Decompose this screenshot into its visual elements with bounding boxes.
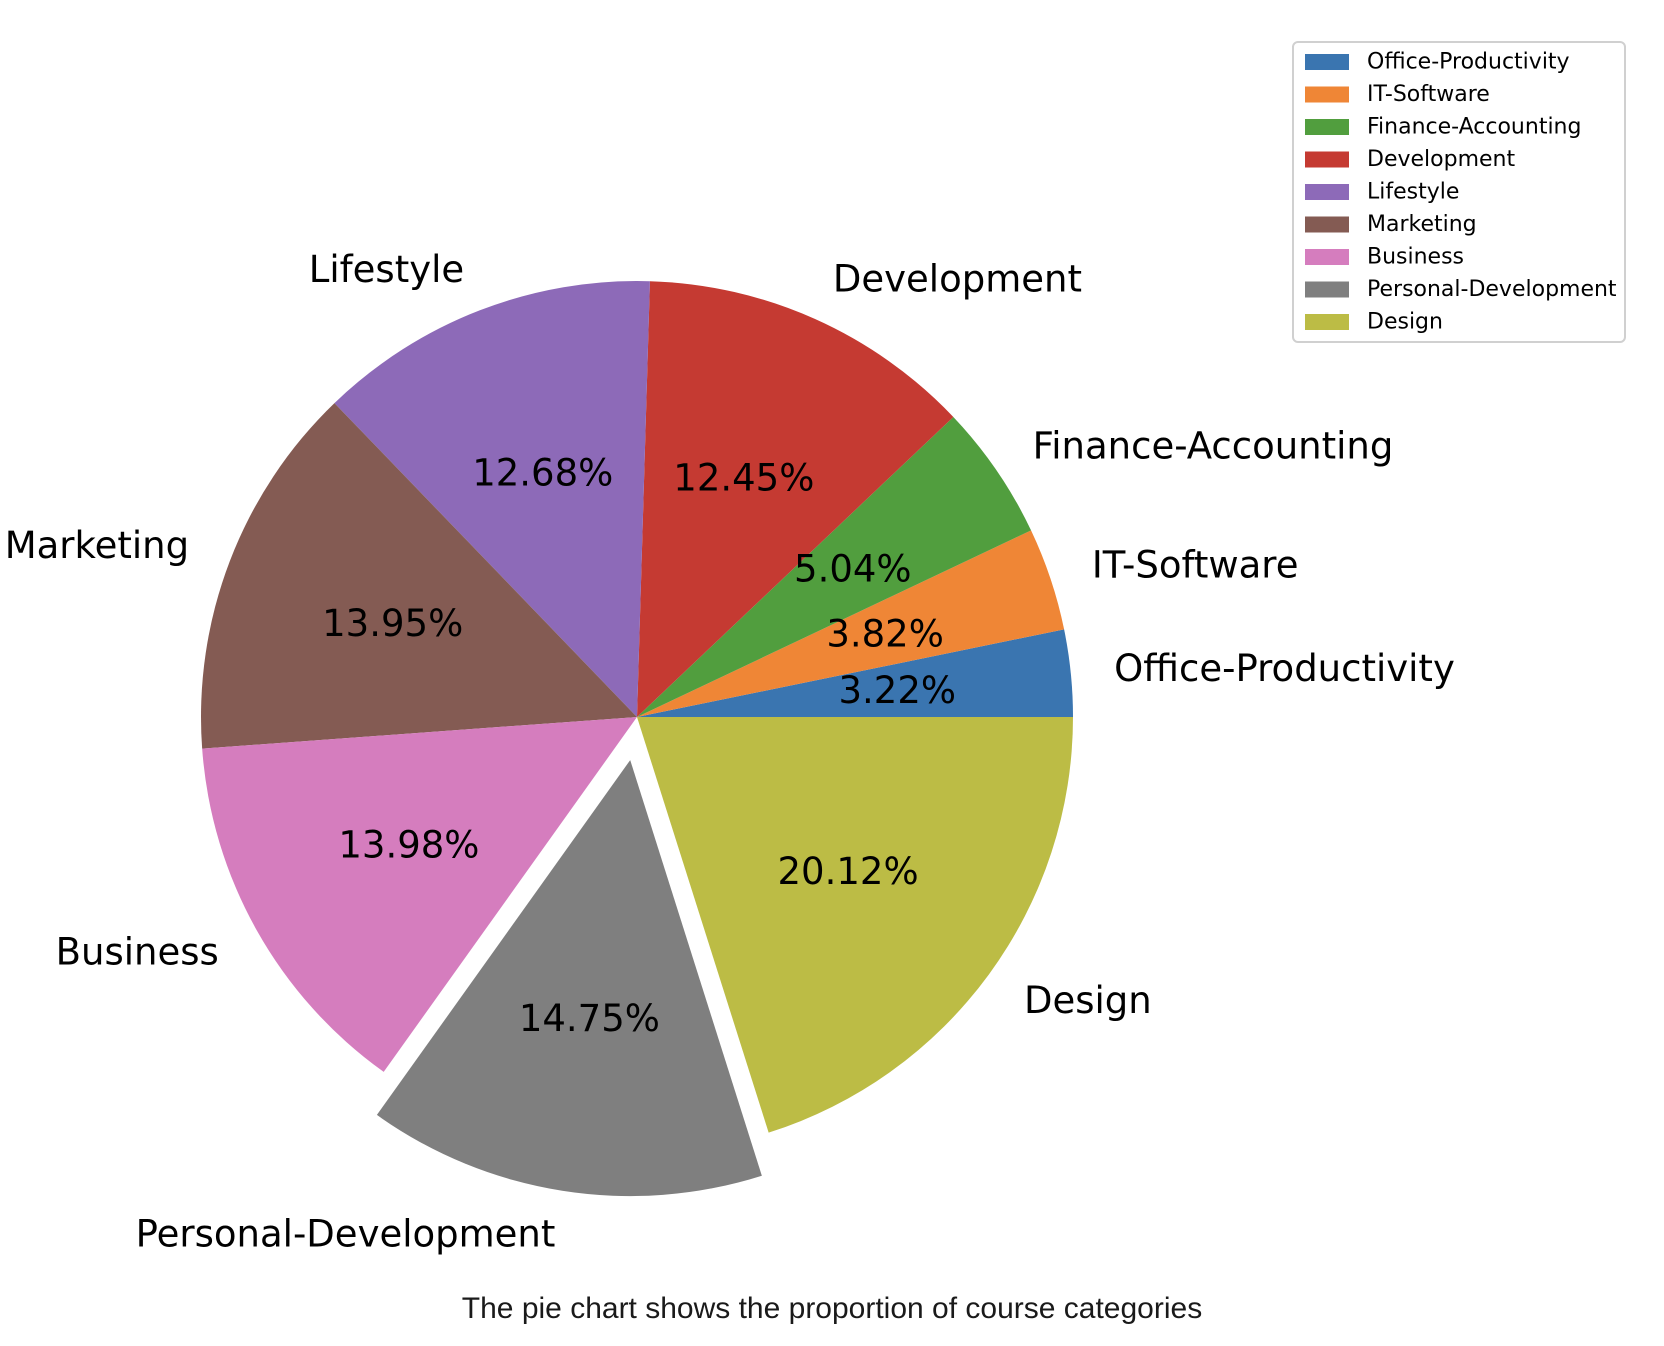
legend-label-office-productivity: Office-Productivity	[1367, 50, 1570, 75]
category-label-office-productivity: Office-Productivity	[1114, 647, 1455, 690]
percent-label-marketing: 13.95%	[322, 602, 463, 645]
category-label-design: Design	[1024, 979, 1152, 1022]
legend-label-lifestyle: Lifestyle	[1367, 180, 1459, 205]
legend-swatch-design	[1305, 314, 1349, 330]
chart-caption: The pie chart shows the proportion of co…	[461, 1292, 1203, 1325]
percent-label-it-software: 3.82%	[826, 613, 944, 656]
percent-label-office-productivity: 3.22%	[838, 669, 956, 712]
legend-swatch-finance-accounting	[1305, 119, 1349, 135]
legend-swatch-marketing	[1305, 216, 1349, 233]
legend-swatch-lifestyle	[1305, 184, 1349, 200]
legend-label-personal-development: Personal-Development	[1367, 277, 1617, 302]
category-label-marketing: Marketing	[5, 524, 189, 567]
legend-label-development: Development	[1367, 147, 1515, 172]
slice-personal-development	[376, 760, 762, 1197]
percent-label-personal-development: 14.75%	[519, 997, 660, 1040]
category-label-development: Development	[833, 258, 1082, 301]
category-label-business: Business	[56, 930, 219, 973]
percent-label-development: 12.45%	[673, 457, 814, 500]
legend: Office-Productivity IT-Software Finance-Ac…	[1292, 41, 1626, 343]
category-labels: Office-Productivity IT-Software Finance-Ac…	[5, 248, 1455, 1255]
category-label-it-software: IT-Software	[1092, 544, 1299, 587]
percent-label-finance-accounting: 5.04%	[794, 548, 912, 591]
legend-label-business: Business	[1367, 245, 1464, 270]
percent-label-lifestyle: 12.68%	[472, 451, 613, 494]
slice-marketing	[201, 403, 638, 749]
slice-development	[637, 281, 954, 717]
category-label-lifestyle: Lifestyle	[309, 248, 464, 291]
legend-label-design: Design	[1367, 310, 1443, 335]
legend-frame	[1292, 41, 1626, 343]
pie-slices	[201, 280, 1073, 1197]
category-label-personal-development: Personal-Development	[136, 1212, 556, 1255]
legend-label-marketing: Marketing	[1367, 212, 1477, 237]
slice-design	[637, 717, 1073, 1133]
legend-swatch-office-productivity	[1305, 54, 1349, 70]
legend-swatch-business	[1305, 249, 1349, 265]
slice-lifestyle	[334, 280, 650, 717]
slice-office-productivity	[637, 629, 1073, 717]
percent-label-design: 20.12%	[778, 850, 919, 893]
legend-label-finance-accounting: Finance-Accounting	[1367, 115, 1581, 140]
percent-label-business: 13.98%	[338, 824, 479, 867]
percent-labels: 3.22% 3.82% 5.04% 12.45% 12.68% 13.95% 13.98% 1…	[322, 451, 956, 1039]
slice-it-software	[637, 530, 1065, 717]
legend-label-it-software: IT-Software	[1367, 82, 1490, 107]
legend-swatch-personal-development	[1305, 281, 1349, 298]
legend-swatch-it-software	[1305, 86, 1349, 103]
category-label-finance-accounting: Finance-Accounting	[1033, 424, 1394, 467]
slice-business	[202, 717, 637, 1072]
legend-swatch-development	[1305, 151, 1349, 168]
slice-finance-accounting	[637, 416, 1032, 717]
